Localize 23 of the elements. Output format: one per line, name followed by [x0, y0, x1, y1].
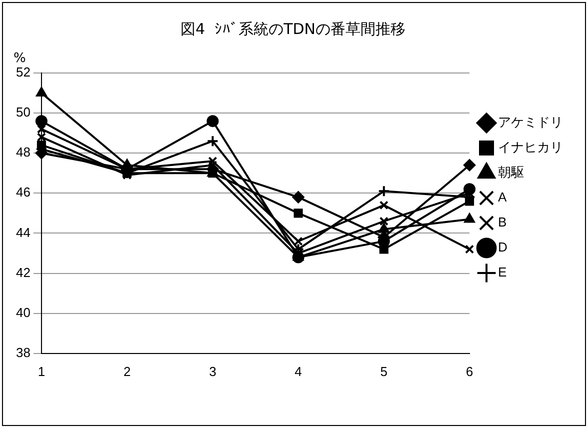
x-tick-label: 5	[380, 364, 388, 379]
chart-title: 図4 ｼﾊﾞ系統のTDNの番草間推移	[180, 20, 406, 38]
y-tick-label: 46	[16, 184, 30, 200]
y-axis-title: %	[13, 50, 26, 66]
x-tick-label: 6	[466, 364, 474, 379]
y-tick-label: 48	[16, 144, 30, 160]
legend-label: B	[498, 214, 507, 230]
legend-label: D	[498, 240, 508, 255]
y-tick-label: 50	[16, 104, 30, 120]
legend-label: A	[498, 190, 507, 205]
legend-label: E	[498, 264, 507, 280]
y-tick-label: 42	[16, 264, 30, 280]
legend-label: アケミドリ	[498, 114, 563, 130]
y-tick-label: 40	[16, 304, 30, 320]
x-tick-label: 1	[38, 364, 46, 379]
y-tick-label: 38	[16, 344, 30, 360]
y-tick-label: 52	[16, 64, 30, 80]
x-tick-label: 3	[209, 364, 216, 379]
legend-label: 朝駆	[498, 164, 524, 180]
x-tick-label: 4	[294, 364, 302, 379]
x-tick-label: 2	[123, 364, 131, 379]
y-tick-label: 44	[16, 224, 30, 240]
legend-label: イナヒカリ	[498, 140, 563, 155]
